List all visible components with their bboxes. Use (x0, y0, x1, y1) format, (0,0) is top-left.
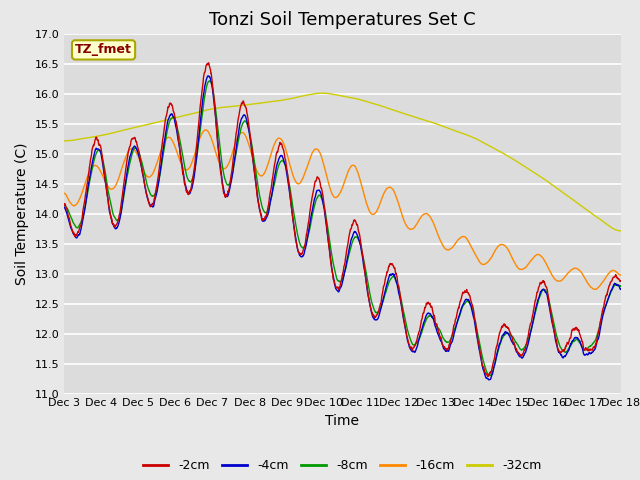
Text: TZ_fmet: TZ_fmet (75, 43, 132, 56)
X-axis label: Time: Time (325, 414, 360, 428)
Title: Tonzi Soil Temperatures Set C: Tonzi Soil Temperatures Set C (209, 11, 476, 29)
Legend: -2cm, -4cm, -8cm, -16cm, -32cm: -2cm, -4cm, -8cm, -16cm, -32cm (138, 455, 547, 477)
Y-axis label: Soil Temperature (C): Soil Temperature (C) (15, 143, 29, 285)
